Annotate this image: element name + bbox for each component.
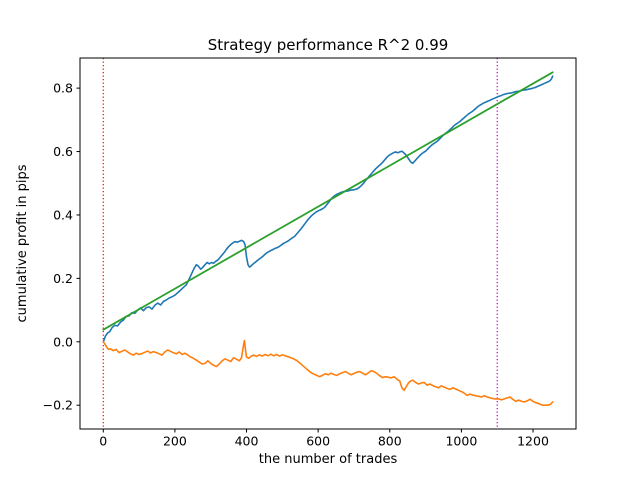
series-cumulative-profit	[102, 75, 554, 343]
axis-ticks: 0 200 400 600 800 1000 1200 −0.2 0.0 0.2 0.4 0.6 0.8	[43, 81, 549, 449]
y-axis-label: cumulative profit in pips	[15, 164, 30, 322]
x-tick-label: 0	[99, 434, 107, 449]
x-tick-label: 1200	[517, 434, 549, 449]
y-tick-label: 0.2	[53, 271, 73, 286]
y-tick-label: −0.2	[43, 398, 73, 413]
plot-area	[79, 57, 577, 430]
x-tick-label: 800	[378, 434, 402, 449]
vertical-marker-lines	[102, 58, 498, 429]
chart-title: Strategy performance R^2 0.99	[208, 36, 449, 54]
x-axis-label: the number of trades	[259, 452, 398, 467]
x-tick-label: 400	[235, 434, 259, 449]
series-linear-fit	[102, 71, 554, 331]
series-baseline-profit	[102, 339, 554, 407]
data-series-lines	[102, 71, 554, 407]
y-tick-label: 0.4	[53, 207, 73, 222]
x-tick-label: 200	[163, 434, 187, 449]
axes-spines	[79, 57, 577, 430]
x-tick-label: 600	[306, 434, 330, 449]
x-tick-label: 1000	[445, 434, 477, 449]
y-tick-label: 0.0	[53, 334, 73, 349]
y-tick-label: 0.6	[53, 144, 73, 159]
y-tick-label: 0.8	[53, 81, 73, 96]
